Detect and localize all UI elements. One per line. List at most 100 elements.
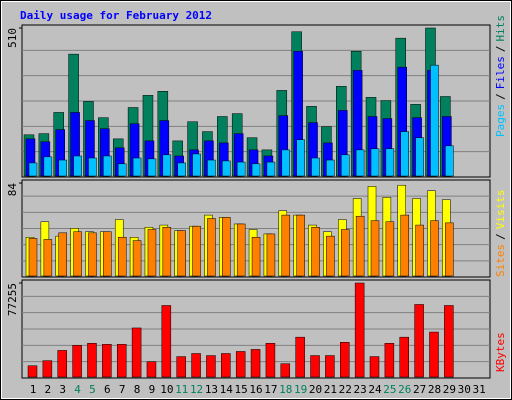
bar <box>73 231 82 277</box>
x-tick-label: 19 <box>294 383 307 396</box>
x-tick-label: 23 <box>354 383 367 396</box>
bar <box>192 153 201 177</box>
bar <box>265 343 276 378</box>
bar <box>281 149 291 177</box>
bar <box>161 305 172 378</box>
bar <box>296 214 305 277</box>
x-tick-label: 7 <box>119 383 126 396</box>
bar <box>266 161 276 177</box>
bar <box>103 155 112 177</box>
bar <box>326 159 335 177</box>
bar <box>221 353 231 378</box>
x-tick-label: 5 <box>89 383 96 396</box>
bar <box>354 282 365 378</box>
legend-entry: Pages <box>494 104 507 137</box>
bar <box>102 344 112 378</box>
bar <box>117 237 127 277</box>
bar <box>341 154 350 177</box>
x-tick-label: 6 <box>104 383 111 396</box>
legend-separator: / <box>494 233 507 240</box>
bar <box>87 343 97 378</box>
bar <box>177 162 186 177</box>
bar <box>43 239 53 277</box>
bar <box>222 217 231 277</box>
x-tick-label: 15 <box>235 383 248 396</box>
bar <box>311 227 320 277</box>
bar <box>132 157 142 177</box>
series-legend: Sites / Visits <box>494 190 507 278</box>
bar <box>131 327 142 378</box>
bar <box>369 356 380 378</box>
bar <box>430 220 439 277</box>
x-tick-label: 17 <box>264 383 277 396</box>
legend-entry: Hits <box>494 15 507 42</box>
x-tick-label: 21 <box>324 383 337 396</box>
bar <box>177 230 186 277</box>
x-tick-label: 9 <box>149 383 156 396</box>
bar <box>445 222 454 277</box>
legend-entry: Visits <box>494 190 507 230</box>
x-tick-label: 27 <box>413 383 426 396</box>
bar <box>445 145 454 177</box>
bar <box>370 220 380 277</box>
bar <box>384 343 395 378</box>
bar <box>310 355 320 378</box>
bar <box>146 361 157 378</box>
x-tick-label: 8 <box>134 383 141 396</box>
bar <box>117 163 127 177</box>
bar <box>251 163 261 177</box>
bar <box>341 229 350 277</box>
bar <box>429 331 439 378</box>
legend-entry: Sites <box>494 244 507 277</box>
bar <box>206 355 216 378</box>
bar <box>355 215 365 277</box>
bar <box>222 160 231 177</box>
x-tick-label: 11 <box>175 383 188 396</box>
bar <box>296 139 305 177</box>
bar <box>280 363 291 378</box>
x-tick-label: 3 <box>59 383 66 396</box>
bar <box>399 336 409 378</box>
bar <box>400 131 409 177</box>
series-legend: KBytes <box>494 332 507 372</box>
bar <box>73 155 82 177</box>
bar <box>295 336 305 378</box>
bar <box>27 365 38 378</box>
x-tick-label: 4 <box>74 383 81 396</box>
y-tick-label: 84 <box>6 183 19 197</box>
bar <box>235 351 246 378</box>
x-tick-label: 30 <box>458 383 471 396</box>
x-tick-label: 10 <box>160 383 173 396</box>
x-tick-label: 13 <box>205 383 218 396</box>
bar <box>147 158 157 177</box>
bar <box>28 162 38 177</box>
bar <box>162 154 172 177</box>
series-legend: Pages / Files / Hits <box>494 15 507 137</box>
bar <box>103 231 112 277</box>
x-tick-label: 18 <box>279 383 292 396</box>
x-tick-label: 22 <box>339 383 352 396</box>
legend-entry: Files <box>494 56 507 89</box>
x-tick-label: 25 <box>383 383 396 396</box>
bar <box>72 345 82 378</box>
x-tick-label: 2 <box>45 383 52 396</box>
bar <box>326 235 335 277</box>
bar <box>147 229 157 277</box>
bar <box>57 350 67 378</box>
bar <box>88 232 97 277</box>
bar <box>58 232 67 277</box>
x-tick-label: 24 <box>368 383 382 396</box>
x-tick-label: 26 <box>398 383 411 396</box>
bar <box>340 342 350 378</box>
x-tick-label: 29 <box>443 383 456 396</box>
bar <box>88 157 97 177</box>
y-tick-label: 77255 <box>6 283 19 316</box>
x-tick-label: 20 <box>309 383 322 396</box>
bar <box>415 224 424 277</box>
bar <box>414 304 424 378</box>
x-tick-label: 14 <box>220 383 234 396</box>
bar <box>281 214 291 277</box>
bar <box>236 223 246 277</box>
bar <box>385 221 395 277</box>
